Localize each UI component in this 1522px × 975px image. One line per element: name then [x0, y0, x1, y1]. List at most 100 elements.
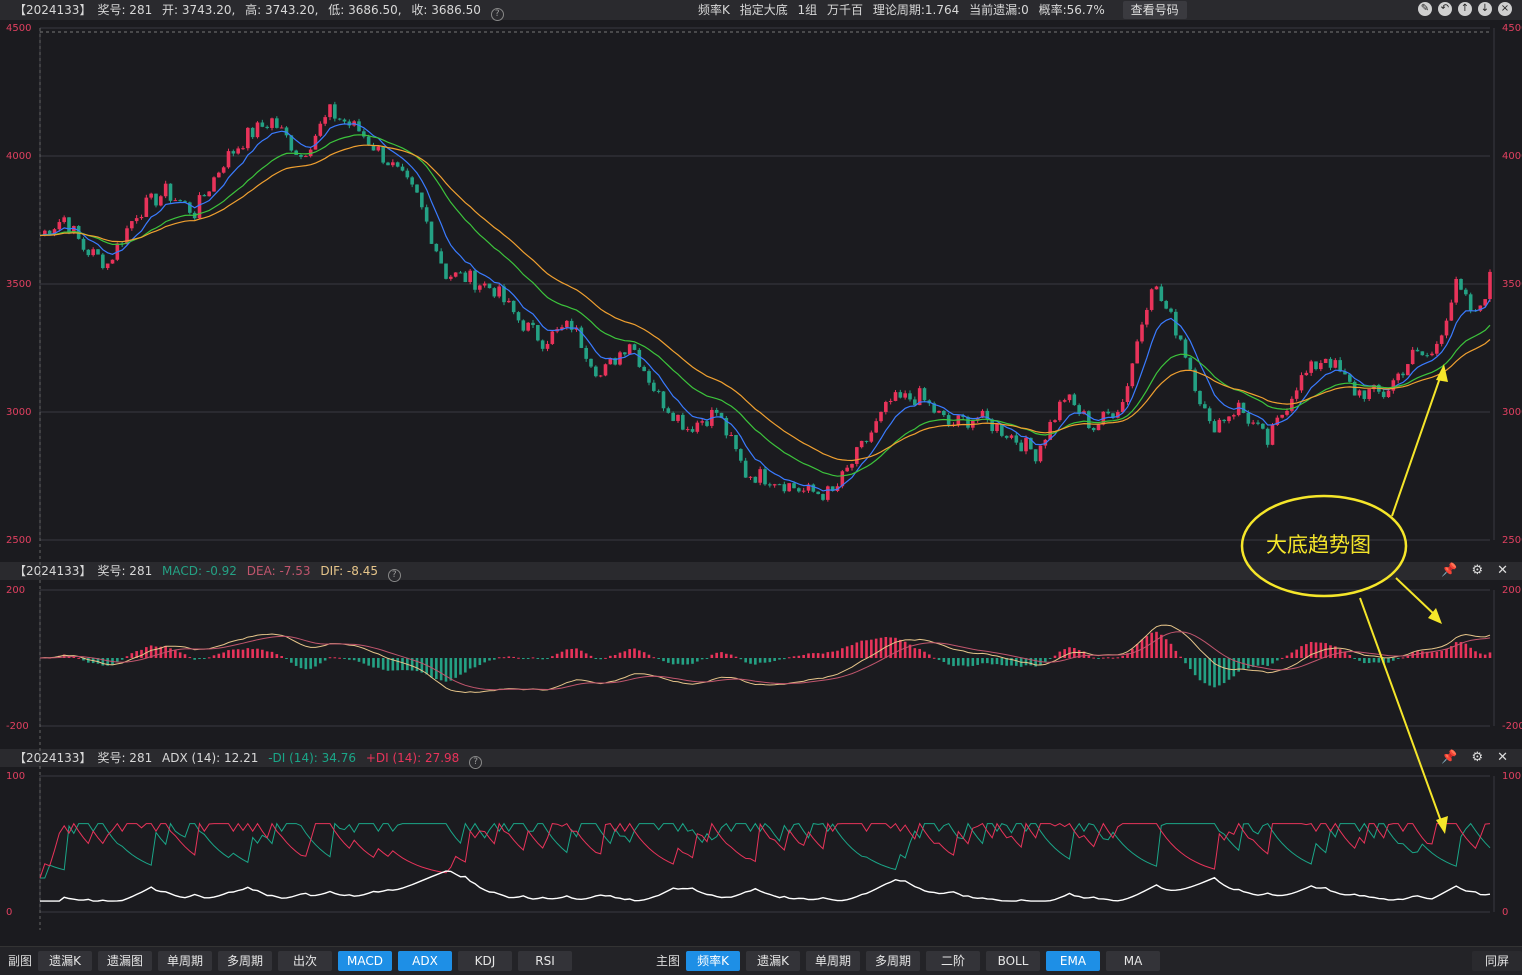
candle-body [1468, 294, 1473, 311]
sub-chart-button[interactable]: RSI [518, 951, 572, 971]
candle-body [1207, 408, 1212, 422]
macd-histogram-bar [710, 654, 714, 658]
close-icon[interactable]: ✕ [1497, 750, 1508, 765]
macd-histogram-bar [483, 658, 486, 663]
macd-histogram-bar [1218, 658, 1221, 686]
down-icon[interactable]: ↓ [1478, 2, 1492, 16]
macd-histogram-bar [198, 658, 201, 659]
macd-histogram-bar [1474, 651, 1477, 658]
macd-histogram-bar [1459, 642, 1463, 658]
macd-histogram-bar [584, 653, 588, 658]
macd-histogram-bar [1160, 634, 1163, 658]
macd-histogram-bar [396, 658, 399, 671]
candle-body [661, 391, 666, 409]
sub-chart-button[interactable]: MACD [338, 951, 392, 971]
macd-histogram-bar [1058, 651, 1062, 658]
candle-body [328, 104, 332, 118]
candle-body [888, 400, 893, 403]
candle-body [642, 366, 646, 372]
macd-histogram-bar [261, 649, 264, 658]
macd-histogram-bar [1338, 649, 1342, 658]
macd-histogram-bar [526, 658, 530, 659]
macd-histogram-bar [1097, 658, 1100, 659]
macd-histogram-bar [899, 639, 902, 658]
main-chart-button[interactable]: MA [1106, 951, 1160, 971]
sub-chart-button[interactable]: 遗漏K [38, 951, 92, 971]
help-icon[interactable]: ? [469, 756, 483, 769]
candle-body [67, 217, 71, 233]
main-chart-button[interactable]: BOLL [986, 951, 1040, 971]
query-numbers-button[interactable]: 查看号码 [1122, 1, 1187, 19]
candle-body [536, 325, 540, 341]
candle-body [323, 117, 327, 124]
macd-histogram-bar [1184, 658, 1187, 664]
main-chart-button[interactable]: EMA [1046, 951, 1100, 971]
candle-body [1372, 384, 1376, 390]
main-chart-button[interactable]: 二阶 [926, 951, 980, 971]
sub-chart-button[interactable]: KDJ [458, 951, 512, 971]
header-issue: 奖号: 281 [97, 3, 153, 17]
macd-histogram-bar [1406, 655, 1410, 658]
close-icon[interactable]: × [1498, 2, 1512, 16]
macd-histogram-bar [1319, 642, 1323, 658]
candle-body [91, 249, 95, 256]
macd-histogram-bar [444, 658, 448, 682]
adx-indicator [39, 822, 1491, 902]
chart-area[interactable]: 4500 4500 4000 4000 3500 3500 3000 3000 2500 2500… [0, 0, 1522, 946]
pin-icon[interactable]: 📌 [1441, 750, 1458, 765]
macd-histogram-bar [1198, 658, 1202, 681]
main-chart-button[interactable]: 频率K [686, 951, 740, 971]
candle-body [202, 195, 207, 197]
macd-histogram-bar [1015, 658, 1018, 666]
sub-chart-button[interactable]: 出次 [278, 951, 332, 971]
sub-chart-button[interactable]: 遗漏图 [98, 951, 152, 971]
sub-chart-button[interactable]: 单周期 [158, 951, 212, 971]
main-chart-button[interactable]: 遗漏K [746, 951, 800, 971]
candle-body [700, 421, 704, 423]
macd-histogram-bar [1010, 658, 1013, 666]
fullscreen-button[interactable]: 同屏 [1472, 951, 1522, 971]
macd-histogram-bar [894, 637, 897, 658]
main-ytick-left: 2500 [6, 535, 31, 546]
ema-line-3 [39, 144, 1491, 462]
macd-histogram-bar [807, 653, 810, 658]
macd-histogram-bar [256, 648, 259, 658]
sub-chart-button[interactable]: ADX [398, 951, 452, 971]
help-icon[interactable]: ? [387, 569, 401, 582]
macd-histogram-bar [270, 651, 274, 658]
macd-histogram-bar [357, 658, 361, 662]
macd-histogram-bar [314, 658, 317, 667]
sub-chart-button[interactable]: 多周期 [218, 951, 272, 971]
gear-icon[interactable]: ⚙ [1471, 750, 1484, 765]
main-chart-button[interactable]: 多周期 [866, 951, 920, 971]
candle-body [43, 230, 47, 236]
macd-histogram-bar [580, 650, 583, 658]
candle-body [1072, 394, 1077, 406]
macd-histogram-bar [816, 653, 820, 658]
macd-histogram-bar [623, 651, 627, 658]
close-icon[interactable]: ✕ [1497, 563, 1508, 578]
macd-histogram-bar [705, 658, 709, 659]
candle-body [304, 156, 308, 158]
macd-histogram-bar [222, 652, 225, 658]
settings-icon[interactable]: ✎ [1418, 2, 1432, 16]
help-icon[interactable]: ? [490, 8, 504, 21]
macd-histogram-bar [232, 649, 235, 658]
pin-icon[interactable]: 📌 [1441, 563, 1458, 578]
candle-body [487, 283, 492, 289]
macd-histogram-bar [889, 637, 892, 658]
main-chart-button[interactable]: 单周期 [806, 951, 860, 971]
macd-histogram-bar [594, 658, 598, 659]
candle-body [671, 412, 675, 421]
macd-histogram-bar [367, 658, 370, 666]
macd-histogram-bar [183, 654, 187, 658]
macd-histogram-bar [304, 658, 308, 670]
macd-histogram-bar [1353, 658, 1356, 659]
up-icon[interactable]: ↑ [1458, 2, 1472, 16]
candle-body [714, 409, 719, 413]
candle-body [395, 162, 400, 167]
macd-histogram-bar [841, 648, 844, 658]
back-icon[interactable]: ↶ [1438, 2, 1452, 16]
gear-icon[interactable]: ⚙ [1471, 563, 1484, 578]
candle-body [816, 491, 820, 495]
